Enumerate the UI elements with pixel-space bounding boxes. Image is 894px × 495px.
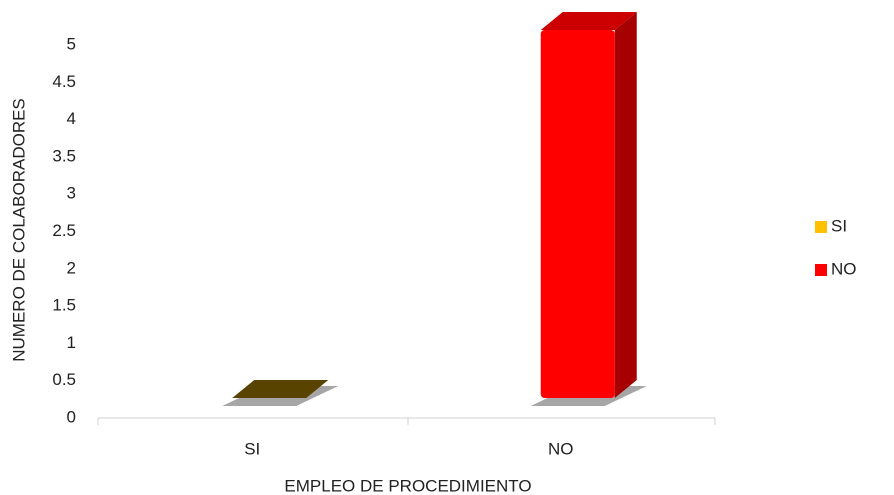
y-tick-label: 2 <box>67 258 76 277</box>
legend-label: SI <box>831 216 847 235</box>
bar-top <box>540 12 637 30</box>
y-tick-label: 1.5 <box>52 296 76 315</box>
y-tick-label: 3 <box>67 184 76 203</box>
x-tick-label: NO <box>548 439 574 458</box>
y-axis-title: NUMERO DE COLABORADORES <box>9 98 28 362</box>
y-tick-label: 4.5 <box>52 72 76 91</box>
bar-side <box>614 12 637 398</box>
bar-front <box>540 30 615 398</box>
legend-swatch <box>815 221 827 233</box>
legend-label: NO <box>831 259 857 278</box>
y-tick-label: 5 <box>67 34 76 53</box>
y-tick-label: 2.5 <box>52 221 76 240</box>
bar <box>222 380 339 406</box>
legend-swatch <box>815 264 827 276</box>
y-tick-label: 0 <box>67 407 76 426</box>
bar-top <box>232 380 329 398</box>
x-tick-label: SI <box>244 439 260 458</box>
x-axis-title: EMPLEO DE PROCEDIMIENTO <box>284 476 531 495</box>
y-tick-label: 4 <box>67 109 76 128</box>
bar <box>530 12 647 406</box>
y-tick-label: 0.5 <box>52 370 76 389</box>
y-tick-label: 1 <box>67 333 76 352</box>
y-tick-label: 3.5 <box>52 146 76 165</box>
